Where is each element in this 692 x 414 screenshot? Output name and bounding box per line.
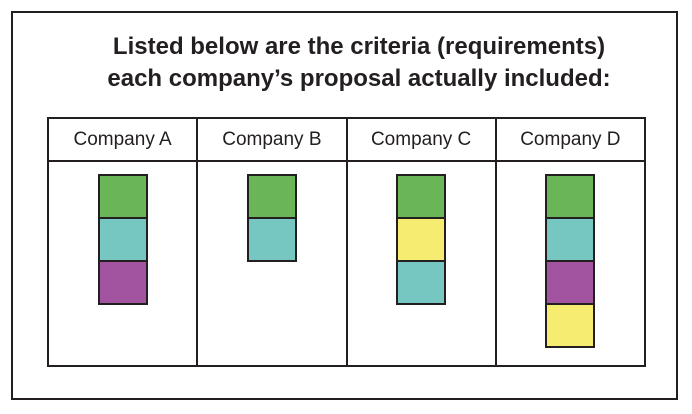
criterion-block-teal	[396, 260, 447, 305]
criterion-block-teal	[97, 217, 148, 262]
criterion-block-teal	[545, 217, 596, 262]
criterion-block-green	[246, 174, 297, 219]
company-a-column: Company A	[49, 119, 199, 365]
company-b-criteria	[246, 174, 297, 262]
company-b-header: Company B	[198, 119, 346, 162]
criterion-block-purple	[97, 260, 148, 305]
criterion-block-yellow	[396, 217, 447, 262]
criterion-block-green	[396, 174, 447, 219]
company-c-header: Company C	[347, 119, 495, 162]
company-a-criteria	[97, 174, 148, 305]
company-a-header: Company A	[49, 119, 197, 162]
criterion-block-yellow	[545, 303, 596, 348]
heading-line-1: Listed below are the criteria (requireme…	[112, 33, 606, 60]
company-d-header: Company D	[496, 119, 644, 162]
criterion-block-green	[97, 174, 148, 219]
company-b-column: Company B	[198, 119, 348, 365]
criteria-table: Company A Company B Company C Company D	[47, 117, 646, 367]
criterion-block-purple	[545, 260, 596, 305]
criterion-block-green	[545, 174, 596, 219]
company-d-column: Company D	[496, 119, 644, 365]
company-d-criteria	[545, 174, 596, 348]
outer-frame	[11, 11, 678, 400]
criterion-block-teal	[246, 217, 297, 262]
company-c-criteria	[396, 174, 447, 305]
company-c-column: Company C	[347, 119, 497, 365]
heading-line-2: each company’s proposal actually include…	[107, 65, 611, 92]
